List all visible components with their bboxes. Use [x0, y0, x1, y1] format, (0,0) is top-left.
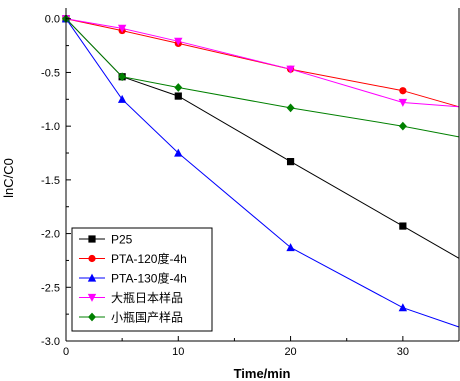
data-point — [286, 103, 295, 113]
legend-marker — [88, 312, 96, 322]
data-point — [398, 98, 408, 107]
data-point — [174, 92, 182, 100]
series-line — [65, 18, 460, 108]
data-point — [117, 94, 127, 103]
x-axis-title: Time/min — [234, 366, 291, 381]
legend-label: 大瓶日本样品 — [111, 290, 183, 305]
x-tick-label: 10 — [172, 346, 184, 358]
legend-label: 小瓶国产样品 — [111, 310, 183, 325]
y-tick-label: -1.5 — [41, 175, 60, 187]
y-tick-label: -0.5 — [41, 67, 60, 79]
x-tick-label: 0 — [63, 346, 69, 358]
data-point — [398, 303, 408, 312]
data-point — [399, 222, 407, 230]
series-line — [65, 18, 460, 328]
legend-label: P25 — [111, 233, 133, 247]
y-axis-title: lnC/C0 — [1, 158, 16, 198]
plot-area — [61, 14, 460, 328]
data-point — [117, 24, 127, 33]
legend-marker — [88, 254, 96, 263]
legend-marker — [88, 235, 96, 243]
data-point — [286, 158, 295, 166]
data-point — [174, 83, 183, 92]
legend-marker — [87, 273, 97, 282]
data-point — [398, 121, 407, 131]
series-line — [65, 18, 460, 259]
y-tick-label: 0.0 — [45, 14, 60, 26]
legend-label: PTA-130度-4h — [111, 271, 187, 286]
legend-box — [71, 227, 213, 332]
data-point — [286, 243, 295, 252]
x-tick-label: 30 — [397, 346, 409, 358]
y-tick-label: -1.0 — [41, 121, 60, 133]
x-tick-label: 20 — [284, 346, 296, 358]
data-point — [118, 72, 127, 82]
data-point — [174, 37, 183, 46]
axes: 0 10 20 30 0.0 -0.5 -1.0 -1.5 -2.0 -2.5 -3.0 — [41, 8, 460, 358]
data-point — [174, 148, 183, 157]
legend-marker — [87, 293, 97, 302]
data-point — [399, 87, 407, 95]
y-tick-label: -2.5 — [41, 282, 60, 294]
series-line — [65, 18, 460, 108]
y-tick-label: -3.0 — [41, 336, 60, 348]
y-tick-label: -2.0 — [41, 229, 60, 241]
series-line — [65, 18, 460, 138]
legend-label: PTA-120度-4h — [111, 251, 187, 266]
data-point — [286, 65, 295, 74]
